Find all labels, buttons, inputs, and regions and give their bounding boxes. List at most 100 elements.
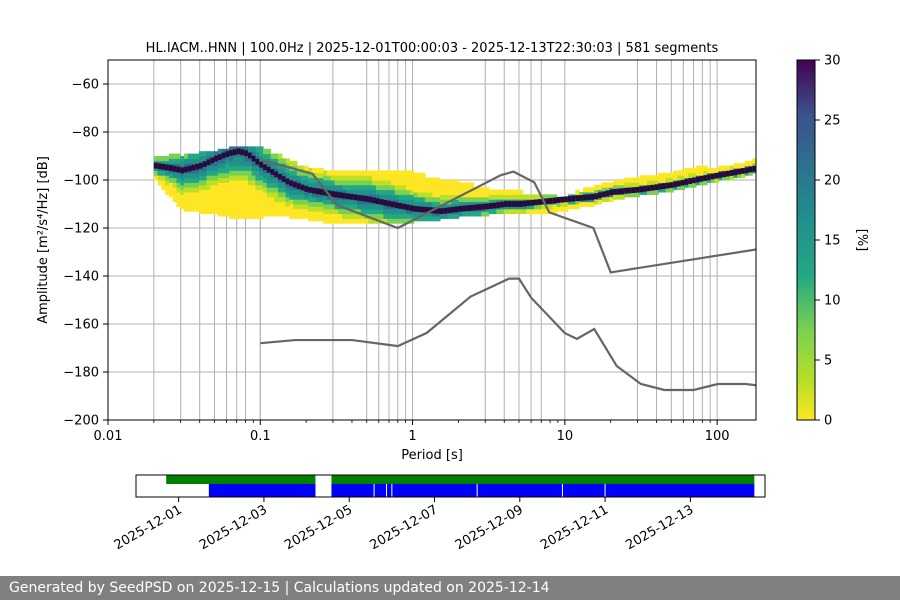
heat-cell: [488, 194, 494, 200]
heat-cell: [217, 172, 223, 179]
heat-cell: [161, 156, 166, 162]
heat-cell: [616, 194, 622, 200]
psd-mode-cell: [289, 180, 294, 187]
heat-cell: [274, 201, 279, 207]
heat-cell: [379, 189, 385, 195]
heat-cell: [214, 165, 219, 171]
heat-cell: [323, 170, 328, 176]
heat-cell: [413, 182, 418, 188]
psd-mode-cell: [488, 203, 494, 209]
heat-cell: [232, 204, 238, 210]
psd-mode-cell: [612, 188, 618, 195]
psd-mode-cell: [703, 175, 708, 181]
heat-cell: [676, 184, 682, 191]
x-tick-label: 1: [408, 429, 416, 444]
heat-cell: [338, 180, 343, 186]
heat-cell: [236, 213, 242, 219]
heat-cell: [221, 163, 226, 169]
heat-cell: [180, 194, 185, 200]
heat-cell: [202, 170, 208, 176]
heat-cell: [293, 175, 298, 181]
heat-cell: [319, 196, 324, 203]
heat-cell: [443, 184, 448, 191]
heat-cell: [650, 175, 655, 181]
heat-cell: [232, 146, 238, 152]
heat-cell: [368, 213, 373, 219]
heat-cell: [469, 182, 475, 188]
heat-cell: [285, 163, 290, 169]
heat-cell: [432, 177, 437, 183]
heat-cell: [251, 165, 257, 171]
heat-cell: [157, 175, 162, 181]
psd-mode-cell: [567, 196, 573, 202]
psd-mode-cell: [661, 183, 667, 190]
heat-cell: [436, 216, 441, 222]
heat-cell: [631, 177, 637, 183]
heat-cell: [398, 175, 403, 181]
psd-mode-cell: [353, 194, 358, 201]
heat-cell: [379, 213, 385, 219]
heat-cell: [353, 218, 358, 224]
heat-cell: [255, 170, 260, 176]
heat-cell: [304, 213, 309, 219]
psd-mode-cell: [255, 158, 260, 165]
heat-cell: [530, 208, 535, 215]
heat-cell: [485, 187, 490, 193]
heat-cell: [326, 170, 332, 176]
y-tick-label: −100: [63, 174, 99, 189]
heat-cell: [360, 213, 366, 219]
heat-cell: [217, 211, 223, 217]
heat-cell: [541, 204, 546, 210]
heat-cell: [330, 199, 336, 205]
heat-cell: [560, 201, 565, 207]
heat-cell: [541, 194, 546, 200]
psd-mode-cell: [676, 180, 682, 187]
heat-cell: [232, 194, 238, 200]
heat-cell: [375, 180, 381, 186]
heat-cell: [293, 199, 298, 205]
heat-cell: [229, 184, 234, 191]
heat-cell: [383, 175, 388, 181]
heat-cell: [270, 182, 275, 188]
heat-cell: [199, 184, 204, 191]
heat-cell: [300, 213, 305, 219]
psd-mode-cell: [710, 173, 716, 180]
heat-cell: [387, 184, 392, 191]
heat-cell: [255, 180, 260, 186]
heat-cell: [549, 208, 554, 215]
heat-cell: [183, 158, 189, 164]
heat-cell: [221, 206, 226, 212]
grid: [108, 60, 756, 420]
heat-cell: [270, 172, 275, 179]
heat-cell: [669, 187, 674, 193]
heat-cell: [311, 168, 317, 174]
heat-cell: [428, 216, 433, 222]
heat-cell: [244, 146, 249, 152]
heat-cell: [330, 180, 336, 186]
heat-cell: [247, 208, 253, 215]
heat-cell: [368, 184, 373, 191]
psd-mode-cell: [285, 178, 290, 185]
heat-cell: [187, 187, 193, 193]
heat-cell: [289, 204, 294, 210]
heat-cell: [357, 213, 362, 219]
heat-cell: [515, 194, 520, 200]
heat-cell: [221, 158, 226, 164]
psd-mode-cell: [360, 195, 366, 202]
psd-mode-cell: [669, 182, 674, 188]
heat-cell: [289, 199, 294, 205]
heat-cell: [372, 175, 377, 181]
heat-cell: [183, 201, 189, 207]
heat-cell: [285, 201, 290, 207]
heat-cell: [398, 218, 403, 224]
psd-mode-cell: [176, 166, 181, 173]
heat-cell: [673, 184, 678, 191]
psd-mode-cell: [266, 166, 272, 173]
heat-cell: [285, 182, 290, 188]
psd-mode-cell: [485, 203, 490, 210]
heat-cell: [240, 170, 245, 176]
timeline-tick-label: 2025-12-09: [453, 502, 526, 553]
heat-cell: [262, 211, 268, 217]
heat-cell: [345, 184, 351, 191]
heat-cell: [187, 172, 193, 179]
